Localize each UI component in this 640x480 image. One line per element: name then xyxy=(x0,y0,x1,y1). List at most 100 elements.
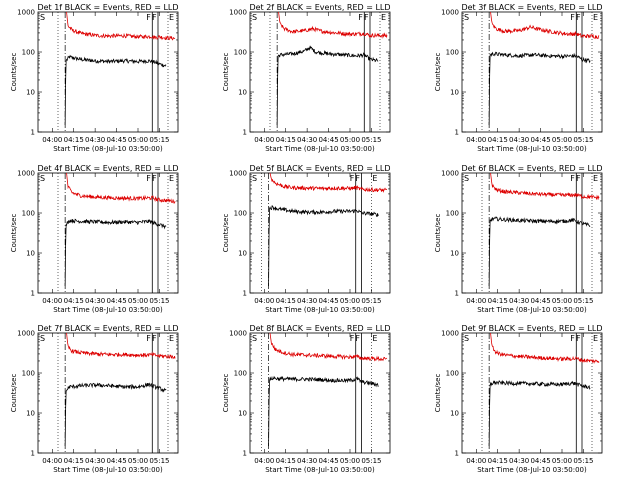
x-tick-label: 04:15 xyxy=(488,297,508,305)
x-axis-label: Start Time (08-Jul-10 03:50:00) xyxy=(265,306,375,314)
x-tick-label: 05:00 xyxy=(128,136,148,144)
plot-frame xyxy=(249,172,391,294)
marker-label-f: F xyxy=(364,13,369,22)
y-tick-label: 1 xyxy=(31,450,35,458)
plot-frame xyxy=(249,332,391,454)
y-tick-label: 1000 xyxy=(441,9,459,17)
plot-frame xyxy=(461,11,603,133)
marker-label-f: F xyxy=(146,13,151,22)
x-tick-label: 04:45 xyxy=(106,457,126,465)
panel-6: Det 6f BLACK = Events, RED = LLD 1 10 100 10… xyxy=(434,164,603,314)
marker-label-e: E xyxy=(593,174,598,183)
plot-frame xyxy=(461,332,603,454)
plot-frame xyxy=(249,11,391,133)
marker-label-s: S xyxy=(464,334,469,343)
y-axis-label: Counts/sec xyxy=(434,53,442,92)
y-tick-label: 1 xyxy=(243,450,247,458)
panel-2: Det 2f BLACK = Events, RED = LLD 1 10 100 10… xyxy=(222,3,391,153)
x-tick-label: 04:30 xyxy=(85,457,105,465)
lld-series-line xyxy=(490,332,600,364)
marker-label-s: S xyxy=(252,334,257,343)
plot-frame xyxy=(37,332,179,454)
marker-label-f: F xyxy=(355,334,360,343)
events-series-line xyxy=(64,54,167,125)
x-tick-label: 04:30 xyxy=(509,297,529,305)
panel-8: Det 8f BLACK = Events, RED = LLD 1 10 100 10… xyxy=(222,324,391,474)
events-series-line xyxy=(268,375,379,446)
events-series-line xyxy=(488,51,591,125)
y-axis-label: Counts/sec xyxy=(10,374,18,413)
y-tick-label: 1000 xyxy=(229,170,247,178)
events-series-line xyxy=(64,218,167,286)
marker-label-e: E xyxy=(169,334,174,343)
x-tick-label: 05:00 xyxy=(340,457,360,465)
marker-label-s: S xyxy=(40,334,45,343)
marker-label-e: E xyxy=(593,13,598,22)
y-tick-label: 10 xyxy=(238,410,247,418)
x-axis-label: Start Time (08-Jul-10 03:50:00) xyxy=(477,145,587,153)
y-tick-label: 10 xyxy=(26,89,35,97)
x-tick-label: 04:15 xyxy=(64,457,84,465)
x-tick-label: 05:15 xyxy=(361,457,381,465)
x-tick-label: 05:00 xyxy=(552,457,572,465)
panel-3: Det 3f BLACK = Events, RED = LLD 1 10 100 10… xyxy=(434,3,603,153)
x-tick-label: 04:00 xyxy=(466,457,486,465)
panel-7: Det 7f BLACK = Events, RED = LLD 1 10 100 10… xyxy=(10,324,179,474)
marker-label-e: E xyxy=(381,13,386,22)
panel-title: Det 7f BLACK = Events, RED = LLD xyxy=(37,324,178,333)
x-tick-label: 04:30 xyxy=(85,297,105,305)
marker-label-f: F xyxy=(350,174,355,183)
marker-label-e: E xyxy=(169,13,174,22)
x-tick-label: 04:45 xyxy=(530,136,550,144)
y-tick-label: 1 xyxy=(243,129,247,137)
marker-label-e: E xyxy=(593,334,598,343)
panel-5: Det 5f BLACK = Events, RED = LLD 1 10 100 10… xyxy=(222,164,391,314)
lld-series-line xyxy=(66,172,176,204)
x-tick-label: 04:00 xyxy=(254,136,274,144)
marker-label-s: S xyxy=(40,174,45,183)
panel-title: Det 1f BLACK = Events, RED = LLD xyxy=(37,3,178,12)
events-series-line xyxy=(488,379,591,446)
marker-label-f: F xyxy=(350,334,355,343)
panel-title: Det 2f BLACK = Events, RED = LLD xyxy=(249,3,390,12)
y-axis-label: Counts/sec xyxy=(434,214,442,253)
y-tick-label: 100 xyxy=(22,49,35,57)
marker-label-f: F xyxy=(576,13,581,22)
lld-series-line xyxy=(66,332,176,360)
y-tick-label: 1 xyxy=(243,290,247,298)
events-series-line xyxy=(488,216,591,286)
panel-title: Det 4f BLACK = Events, RED = LLD xyxy=(37,164,178,173)
x-tick-label: 04:15 xyxy=(64,297,84,305)
y-tick-label: 1 xyxy=(31,129,35,137)
y-tick-label: 100 xyxy=(234,370,247,378)
x-tick-label: 04:00 xyxy=(42,136,62,144)
x-tick-label: 05:00 xyxy=(128,297,148,305)
y-axis-label: Counts/sec xyxy=(10,53,18,92)
y-tick-label: 1000 xyxy=(441,330,459,338)
marker-label-f: F xyxy=(355,174,360,183)
x-tick-label: 04:45 xyxy=(106,136,126,144)
marker-label-f: F xyxy=(570,174,575,183)
panel-title: Det 5f BLACK = Events, RED = LLD xyxy=(249,164,390,173)
x-tick-label: 04:15 xyxy=(64,136,84,144)
x-tick-label: 04:30 xyxy=(297,297,317,305)
y-tick-label: 10 xyxy=(26,250,35,258)
x-tick-label: 05:00 xyxy=(128,457,148,465)
y-tick-label: 10 xyxy=(26,410,35,418)
panel-title: Det 8f BLACK = Events, RED = LLD xyxy=(249,324,390,333)
y-tick-label: 10 xyxy=(450,410,459,418)
panel-4: Det 4f BLACK = Events, RED = LLD 1 10 100 10… xyxy=(10,164,179,314)
y-axis-label: Counts/sec xyxy=(434,374,442,413)
y-tick-label: 1000 xyxy=(17,170,35,178)
marker-label-f: F xyxy=(146,174,151,183)
x-tick-label: 04:00 xyxy=(42,457,62,465)
lld-series-line xyxy=(490,172,600,201)
y-tick-label: 100 xyxy=(446,370,459,378)
marker-label-f: F xyxy=(146,334,151,343)
x-tick-label: 05:15 xyxy=(361,297,381,305)
x-axis-label: Start Time (08-Jul-10 03:50:00) xyxy=(477,306,587,314)
marker-label-e: E xyxy=(372,334,377,343)
y-axis-label: Counts/sec xyxy=(222,374,230,413)
x-tick-label: 04:45 xyxy=(318,297,338,305)
y-tick-label: 10 xyxy=(450,89,459,97)
